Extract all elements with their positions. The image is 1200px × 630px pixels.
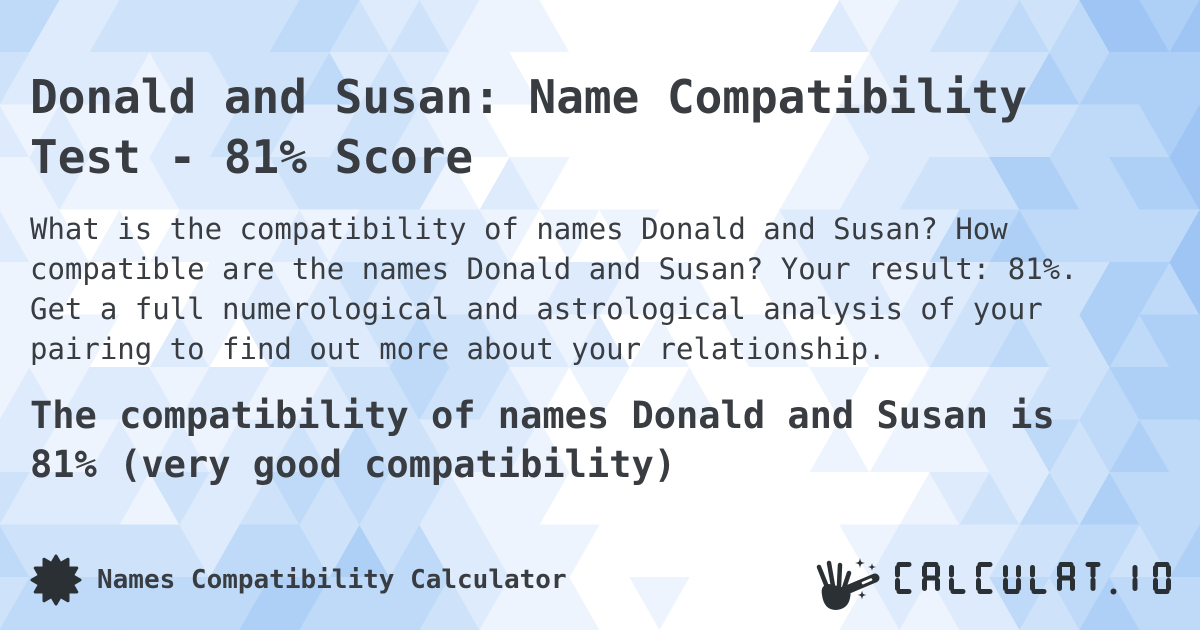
footer-site-identity: Names Compatibility Calculator [30,552,567,608]
site-label: Names Compatibility Calculator [97,565,567,595]
sparkle-icon [868,563,876,571]
segment-display [895,562,1171,595]
calculatio-logo: CALCULAT.IO [894,561,1176,599]
starburst-icon [30,554,82,606]
sparkle-icon [855,558,865,568]
page-title: Donald and Susan: Name Compatibility Tes… [30,69,1027,184]
page-description: What is the compatibility of names Donal… [30,212,1078,366]
magic-wand-hand-icon [811,547,885,613]
result-text: The compatibility of names Donald and Su… [30,394,1055,486]
sparkle-icon [857,590,867,600]
brand-logo: CALCULAT.IO [811,546,1176,614]
